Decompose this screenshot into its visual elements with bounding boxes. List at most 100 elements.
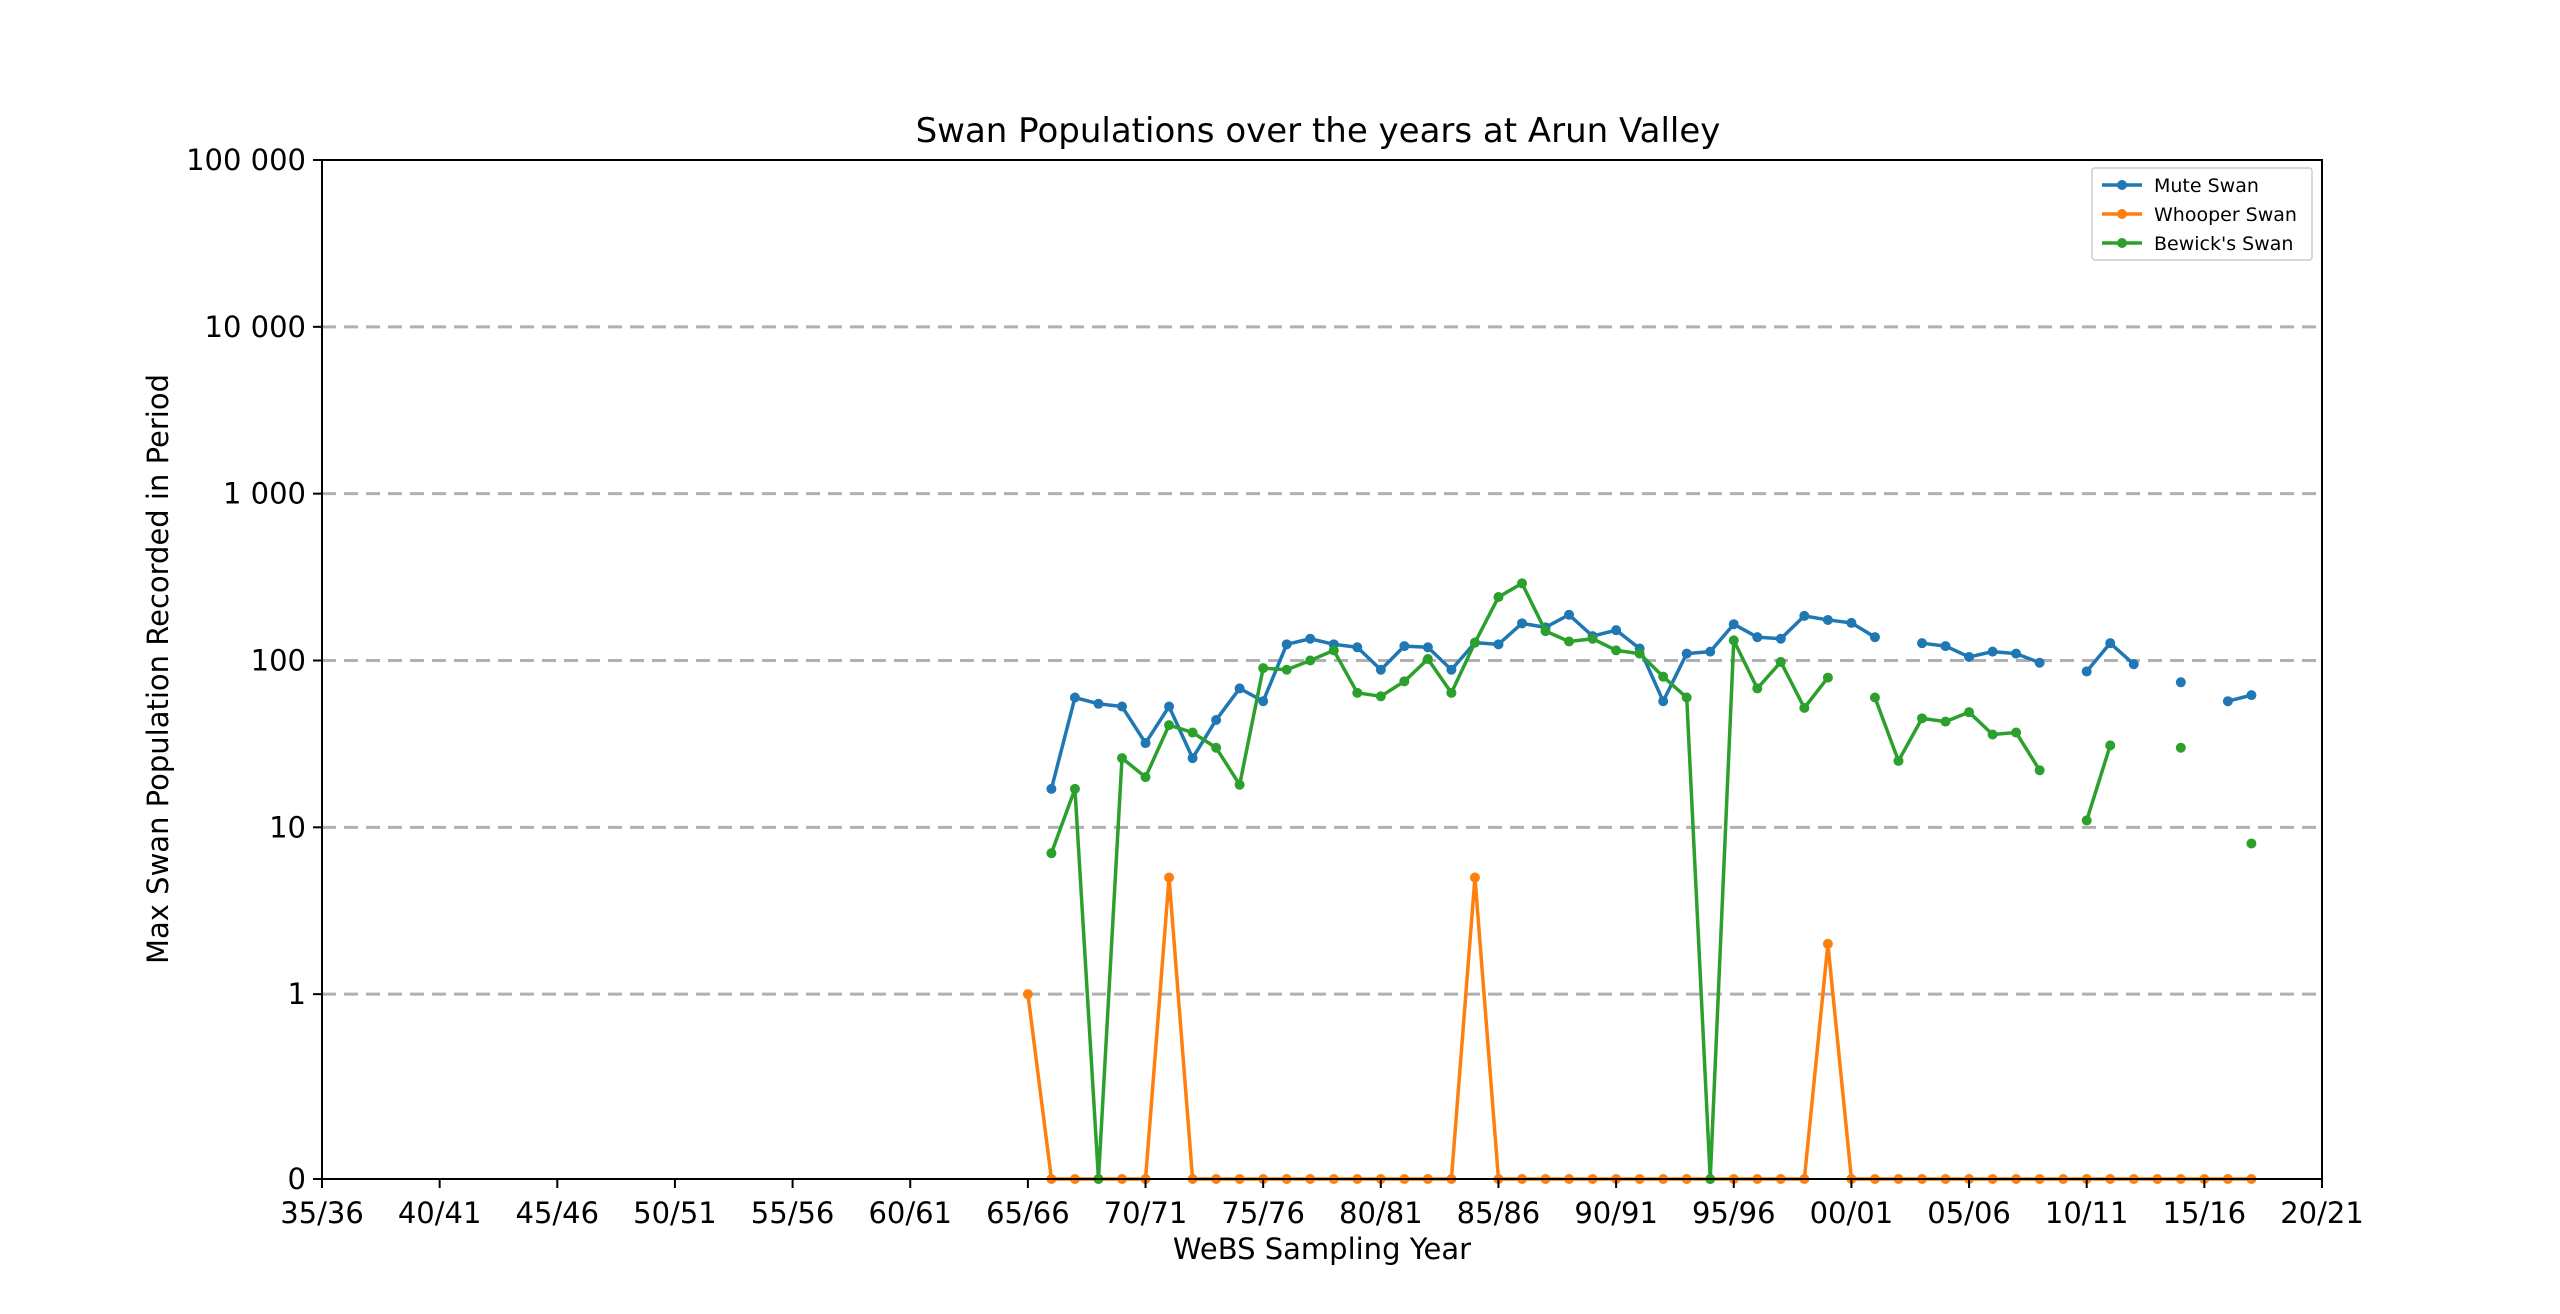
data-point: [1775, 656, 1786, 667]
data-point: [1493, 592, 1504, 603]
data-point: [1069, 783, 1080, 794]
legend-box: [2091, 167, 2313, 261]
data-point: [1164, 720, 1175, 731]
data-point: [1046, 848, 1057, 859]
x-tick-label: 00/01: [1810, 1196, 1894, 1230]
data-point: [2081, 815, 2092, 826]
y-tick-label: 1: [288, 977, 306, 1011]
x-axis-title: WeBS Sampling Year: [1173, 1232, 1471, 1266]
data-point: [1234, 683, 1245, 694]
data-point: [2105, 638, 2116, 649]
y-tick-label: 100 000: [186, 143, 306, 177]
data-point: [1799, 702, 1810, 713]
data-point: [1681, 648, 1692, 659]
data-point: [1964, 651, 1975, 662]
data-point: [1305, 655, 1316, 666]
data-point: [1752, 632, 1763, 643]
data-point: [2034, 765, 2045, 776]
data-point: [1634, 648, 1645, 659]
data-point: [1917, 638, 1927, 649]
data-point: [1069, 692, 1080, 703]
data-point: [1540, 626, 1551, 637]
gridlines: [322, 325, 2322, 996]
data-point: [1822, 614, 1833, 625]
data-point: [2081, 666, 2092, 677]
data-point: [1399, 641, 1410, 652]
x-tick-label: 70/71: [1104, 1196, 1188, 1230]
data-point: [1869, 692, 1880, 703]
data-point: [2011, 648, 2022, 659]
data-point: [1258, 696, 1269, 707]
data-point: [1893, 755, 1904, 766]
data-point: [1775, 633, 1786, 644]
series-line: [1026, 875, 2252, 1181]
x-tick-label: 95/96: [1692, 1196, 1776, 1230]
data-point: [1822, 938, 1833, 949]
data-point: [1375, 664, 1386, 675]
data-point: [1422, 642, 1433, 653]
series-line: [1049, 613, 1876, 790]
data-point: [1164, 701, 1175, 712]
data-point: [1093, 698, 1104, 709]
data-point: [1987, 729, 1998, 740]
x-tick-label: 05/06: [1927, 1196, 2011, 1230]
data-point: [1987, 646, 1998, 657]
data-point: [1517, 618, 1527, 629]
data-point: [1187, 727, 1198, 738]
data-point: [1328, 645, 1339, 656]
legend-label: Mute Swan: [2154, 175, 2259, 197]
legend-marker: [2117, 180, 2127, 190]
data-point: [1117, 753, 1127, 764]
data-point: [1822, 672, 1833, 683]
data-point: [1211, 742, 1222, 753]
data-point: [1964, 707, 1975, 718]
y-tick-label: 10 000: [205, 310, 306, 344]
x-tick-label: 75/76: [1221, 1196, 1305, 1230]
data-point: [1211, 714, 1222, 725]
data-point: [2246, 838, 2257, 849]
data-point: [1917, 713, 1927, 724]
data-point: [1399, 676, 1410, 687]
data-point: [1658, 671, 1669, 682]
data-point: [1564, 636, 1575, 647]
data-point: [1799, 610, 1810, 621]
data-point: [1022, 989, 1033, 1000]
data-point: [1705, 646, 1716, 657]
data-point: [1281, 639, 1292, 650]
y-axis: 0 1 10 100 1 000 10 000 100 000: [186, 143, 322, 1196]
data-point: [1493, 639, 1504, 650]
data-point: [1728, 619, 1739, 630]
data-point: [1469, 872, 1480, 883]
data-point: [1469, 637, 1480, 648]
y-tick-label: 1 000: [223, 477, 306, 511]
x-tick-label: 60/61: [868, 1196, 952, 1230]
x-tick-label: 10/11: [2045, 1196, 2129, 1230]
data-point: [1352, 687, 1363, 698]
data-point: [1352, 642, 1363, 653]
data-point: [1658, 696, 1669, 707]
x-tick-label: 90/91: [1574, 1196, 1658, 1230]
data-point: [1187, 753, 1198, 764]
data-point: [1258, 663, 1269, 674]
y-tick-label: 100: [251, 643, 306, 677]
series-bewick-s-swan: [1046, 578, 2257, 1184]
data-point: [1728, 635, 1739, 646]
data-point: [2175, 742, 2186, 753]
legend-label: Bewick's Swan: [2154, 233, 2293, 255]
data-point: [1517, 578, 1527, 589]
data-point: [1234, 779, 1245, 790]
data-point: [1164, 872, 1175, 883]
data-point: [2246, 690, 2257, 701]
series-line: [1049, 581, 1830, 1181]
data-point: [1422, 654, 1433, 665]
data-point: [1940, 716, 1951, 727]
data-point: [1305, 633, 1316, 644]
data-point: [1046, 783, 1057, 794]
data-point: [1140, 772, 1151, 783]
data-point: [2175, 677, 2186, 688]
x-tick-label: 85/86: [1457, 1196, 1541, 1230]
legend-marker: [2117, 238, 2127, 248]
x-tick-label: 50/51: [633, 1196, 717, 1230]
data-point: [1587, 633, 1598, 644]
